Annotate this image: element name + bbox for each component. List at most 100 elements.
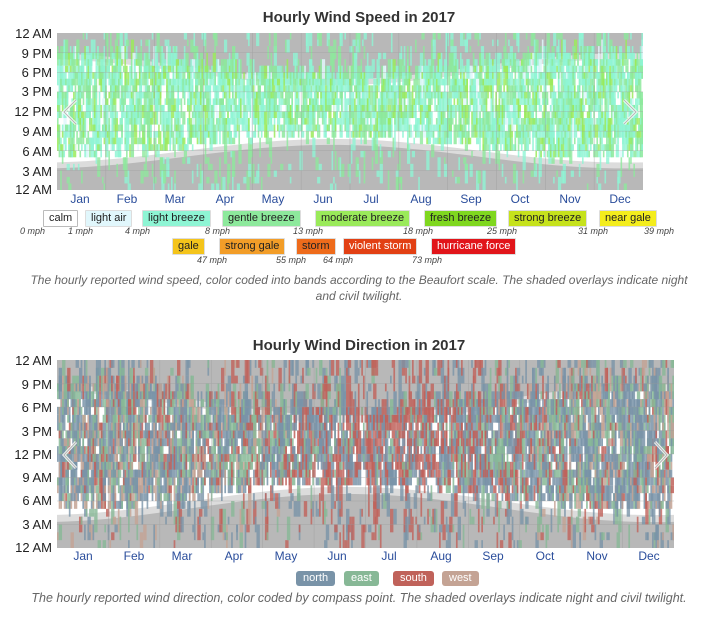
data-cell <box>90 391 93 400</box>
data-cell <box>62 407 66 431</box>
data-cell <box>493 131 497 151</box>
data-cell <box>468 137 472 145</box>
data-cell <box>320 477 325 501</box>
data-cell <box>359 360 362 368</box>
data-cell <box>312 104 314 112</box>
data-cell <box>107 430 112 454</box>
data-cell <box>464 163 468 171</box>
data-cell <box>84 485 88 501</box>
data-cell <box>369 430 372 454</box>
data-cell <box>456 78 459 86</box>
data-cell <box>561 65 563 73</box>
data-cell <box>357 98 361 119</box>
data-cell <box>167 183 170 190</box>
data-cell <box>75 414 79 431</box>
chevron-left-icon[interactable] <box>58 98 80 126</box>
data-cell <box>101 78 106 92</box>
data-cell <box>209 131 212 138</box>
data-cell <box>228 52 231 66</box>
data-cell <box>204 65 208 73</box>
data-cell <box>174 98 176 112</box>
data-cell <box>183 493 186 501</box>
data-cell <box>453 65 457 86</box>
data-cell <box>565 118 568 125</box>
data-cell <box>195 59 199 73</box>
data-cell <box>244 91 247 105</box>
data-cell <box>301 72 305 79</box>
data-cell <box>244 461 249 478</box>
data-cell <box>354 422 357 431</box>
data-cell <box>179 98 181 105</box>
data-cell <box>503 78 505 92</box>
data-cell <box>413 78 416 92</box>
data-cell <box>419 52 424 66</box>
data-cell <box>97 360 101 376</box>
data-cell <box>90 524 93 541</box>
data-cell <box>551 118 554 125</box>
data-cell <box>254 91 258 99</box>
data-cell <box>573 98 576 119</box>
data-cell <box>190 78 194 92</box>
data-cell <box>617 137 619 145</box>
data-cell <box>209 477 211 486</box>
data-cell <box>297 493 301 517</box>
data-cell <box>193 454 196 478</box>
data-cell <box>480 118 483 138</box>
data-cell <box>305 454 308 470</box>
data-cell <box>195 407 198 423</box>
data-cell <box>85 430 90 439</box>
data-cell <box>320 454 323 470</box>
data-cell <box>612 111 615 125</box>
data-cell <box>95 360 98 376</box>
data-cell <box>264 111 268 132</box>
data-cell <box>545 104 547 112</box>
data-cell <box>85 383 90 392</box>
data-cell <box>266 391 270 415</box>
data-cell <box>487 144 489 151</box>
data-cell <box>365 65 367 86</box>
data-cell <box>284 85 289 105</box>
data-cell <box>342 524 345 548</box>
data-cell <box>204 446 206 470</box>
data-cell <box>474 111 477 119</box>
data-cell <box>559 65 562 73</box>
data-cell <box>116 33 120 40</box>
data-cell <box>329 461 331 486</box>
data-cell <box>310 501 313 525</box>
data-cell <box>177 438 181 462</box>
data-cell <box>242 391 245 415</box>
data-cell <box>121 485 125 501</box>
data-cell <box>415 98 419 105</box>
data-cell <box>145 52 149 66</box>
data-cell <box>596 33 600 47</box>
data-cell <box>212 454 215 470</box>
data-cell <box>143 493 147 501</box>
data-cell <box>77 407 81 431</box>
data-cell <box>289 131 292 138</box>
data-cell <box>591 46 594 53</box>
data-cell <box>199 163 202 184</box>
data-cell <box>293 407 296 415</box>
data-cell <box>145 144 147 164</box>
data-cell <box>325 383 328 407</box>
data-cell <box>610 137 615 158</box>
data-cell <box>617 59 621 66</box>
data-cell <box>347 414 350 423</box>
data-cell <box>87 391 90 400</box>
data-cell <box>151 78 155 86</box>
chevron-right-icon[interactable] <box>620 98 642 126</box>
data-cell <box>231 430 233 439</box>
data-cell <box>105 65 109 73</box>
data-cell <box>606 111 608 119</box>
data-cell <box>173 446 176 470</box>
data-cell <box>302 454 304 470</box>
data-cell <box>204 39 207 53</box>
data-cell <box>540 104 542 112</box>
data-cell <box>477 170 481 184</box>
data-cell <box>362 72 366 79</box>
data-cell <box>121 446 125 454</box>
data-cell <box>358 33 361 53</box>
data-cell <box>77 59 80 66</box>
data-cell <box>429 85 432 92</box>
data-cell <box>131 446 134 454</box>
